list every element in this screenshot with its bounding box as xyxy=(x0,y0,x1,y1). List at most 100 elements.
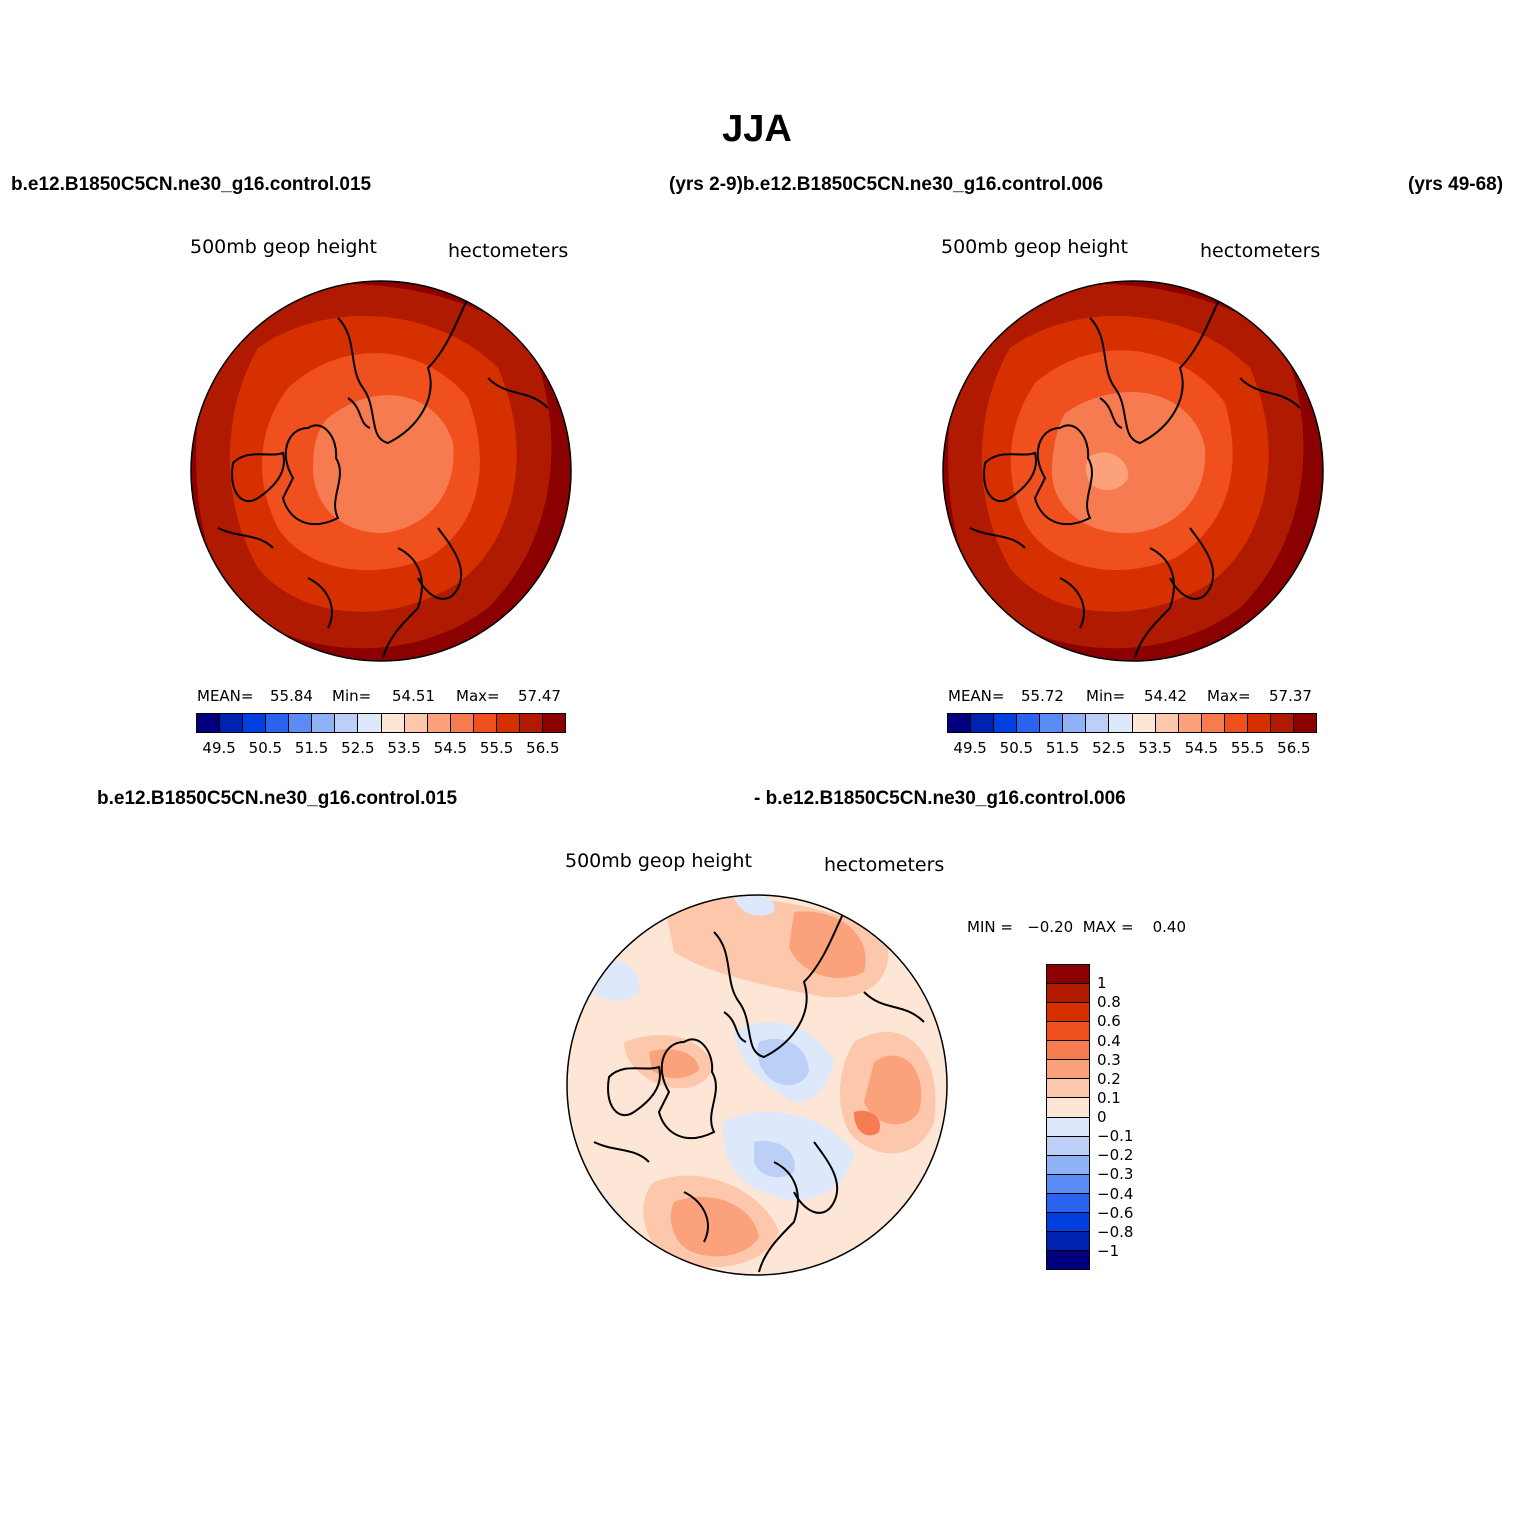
colorbar-swatch xyxy=(243,714,267,732)
diff-colorbar-tick-label: −0.6 xyxy=(1097,1203,1134,1222)
colorbar-swatch xyxy=(1109,714,1133,732)
colorbar-swatch xyxy=(312,714,336,732)
colorbar-swatch xyxy=(1247,714,1271,732)
colorbar-swatch xyxy=(496,714,520,732)
diff-colorbar-swatch xyxy=(1047,1193,1089,1213)
diff-colorbar-swatch xyxy=(1047,1022,1089,1042)
panel2-min-label: Min= xyxy=(1086,687,1126,705)
panel1-mean-label: MEAN= xyxy=(197,687,254,705)
diff-colorbar-tick-label: 0.4 xyxy=(1097,1031,1121,1050)
diff-colorbar-swatch xyxy=(1047,1098,1089,1118)
diff-minmax-text: MIN = −0.20 MAX = 0.40 xyxy=(967,918,1187,936)
panel1-min-value: 54.51 xyxy=(392,687,435,705)
diff-colorbar-swatch xyxy=(1047,1136,1089,1156)
case-a-title: b.e12.B1850C5CN.ne30_g16.control.015 xyxy=(11,174,372,195)
colorbar-swatch xyxy=(971,714,995,732)
diff-colorbar-swatch xyxy=(1047,1212,1089,1232)
colorbar-swatch xyxy=(381,714,405,732)
diff-variable-label: 500mb geop height xyxy=(565,850,752,872)
panel2-mean-value: 55.72 xyxy=(1021,687,1064,705)
colorbar-swatch xyxy=(266,714,290,732)
diff-case-b-title: - b.e12.B1850C5CN.ne30_g16.control.006 xyxy=(754,788,1126,809)
colorbar-swatch xyxy=(289,714,313,732)
panel1-polar-map xyxy=(190,280,572,662)
diff-colorbar-swatch xyxy=(1047,1079,1089,1099)
colorbar-swatch xyxy=(1017,714,1041,732)
colorbar-swatch xyxy=(450,714,474,732)
colorbar-swatch xyxy=(427,714,451,732)
colorbar-swatch xyxy=(1224,714,1248,732)
colorbar-tick-label: 50.5 xyxy=(999,739,1034,757)
diff-colorbar-tick-label: 0.3 xyxy=(1097,1050,1121,1069)
diff-colorbar-tick-label: 0.6 xyxy=(1097,1012,1121,1031)
diff-colorbar-tick-label: −0.3 xyxy=(1097,1165,1134,1184)
main-title: JJA xyxy=(722,108,792,150)
colorbar-swatch xyxy=(1293,714,1316,732)
colorbar-swatch xyxy=(1201,714,1225,732)
colorbar-swatch xyxy=(1063,714,1087,732)
colorbar-swatch xyxy=(542,714,565,732)
colorbar-swatch xyxy=(220,714,244,732)
diff-colorbar-tick-label: 0.8 xyxy=(1097,993,1121,1012)
panel1-max-value: 57.47 xyxy=(518,687,561,705)
diff-colorbar-swatch xyxy=(1047,1250,1089,1269)
colorbar-swatch xyxy=(1155,714,1179,732)
colorbar-tick-label: 52.5 xyxy=(1092,739,1126,757)
colorbar-tick-label: 49.5 xyxy=(202,739,236,757)
colorbar-swatch xyxy=(519,714,543,732)
colorbar-swatch xyxy=(335,714,359,732)
diff-units-label: hectometers xyxy=(824,854,945,876)
panel1-units-label: hectometers xyxy=(448,240,569,262)
diff-colorbar-tick-label: 0 xyxy=(1097,1108,1107,1126)
panel1-colorbar xyxy=(196,713,566,733)
colorbar-swatch xyxy=(473,714,497,732)
panel2-variable-label: 500mb geop height xyxy=(941,236,1128,258)
diff-colorbar-tick-label: −0.1 xyxy=(1097,1127,1134,1146)
colorbar-tick-label: 51.5 xyxy=(1045,739,1080,757)
colorbar-tick-label: 50.5 xyxy=(248,739,283,757)
colorbar-tick-label: 53.5 xyxy=(1138,739,1172,757)
diff-colorbar-swatch xyxy=(1047,965,1089,985)
colorbar-tick-label: 55.5 xyxy=(1230,739,1265,757)
colorbar-swatch xyxy=(1270,714,1294,732)
diff-colorbar-swatch xyxy=(1047,1060,1089,1080)
panel2-polar-map xyxy=(942,280,1324,662)
diff-colorbar xyxy=(1046,964,1090,1270)
diff-colorbar-swatch xyxy=(1047,984,1089,1004)
diff-colorbar-swatch xyxy=(1047,1155,1089,1175)
colorbar-tick-label: 51.5 xyxy=(294,739,329,757)
case-a-years-case-b-title: (yrs 2-9)b.e12.B1850C5CN.ne30_g16.contro… xyxy=(669,174,1104,195)
panel2-units-label: hectometers xyxy=(1200,240,1321,262)
diff-colorbar-tick-label: −0.4 xyxy=(1097,1184,1134,1203)
colorbar-swatch xyxy=(404,714,428,732)
colorbar-tick-label: 52.5 xyxy=(341,739,375,757)
panel1-max-label: Max= xyxy=(456,687,500,705)
diff-colorbar-swatch xyxy=(1047,1174,1089,1194)
colorbar-tick-label: 54.5 xyxy=(1184,739,1219,757)
diff-case-a-title: b.e12.B1850C5CN.ne30_g16.control.015 xyxy=(97,788,458,809)
diff-colorbar-swatch xyxy=(1047,1117,1089,1137)
colorbar-tick-label: 54.5 xyxy=(433,739,468,757)
colorbar-swatch xyxy=(1086,714,1110,732)
diff-colorbar-swatch xyxy=(1047,1231,1089,1251)
panel2-min-value: 54.42 xyxy=(1144,687,1187,705)
diff-colorbar-swatch xyxy=(1047,1041,1089,1061)
colorbar-swatch xyxy=(1178,714,1202,732)
panel2-max-value: 57.37 xyxy=(1269,687,1312,705)
colorbar-tick-label: 56.5 xyxy=(526,739,560,757)
colorbar-swatch xyxy=(197,714,221,732)
colorbar-tick-label: 53.5 xyxy=(387,739,421,757)
panel1-mean-value: 55.84 xyxy=(270,687,313,705)
diff-colorbar-tick-label: −0.8 xyxy=(1097,1222,1134,1241)
diff-colorbar-tick-label: 1 xyxy=(1097,974,1107,993)
colorbar-swatch xyxy=(948,714,972,732)
panel1-variable-label: 500mb geop height xyxy=(190,236,377,258)
colorbar-tick-label: 49.5 xyxy=(953,739,987,757)
panel2-mean-label: MEAN= xyxy=(948,687,1005,705)
colorbar-swatch xyxy=(1040,714,1064,732)
panel2-max-label: Max= xyxy=(1207,687,1251,705)
diff-colorbar-tick-label: 0.1 xyxy=(1097,1088,1121,1107)
colorbar-tick-label: 55.5 xyxy=(479,739,514,757)
colorbar-swatch xyxy=(358,714,382,732)
colorbar-swatch xyxy=(994,714,1018,732)
